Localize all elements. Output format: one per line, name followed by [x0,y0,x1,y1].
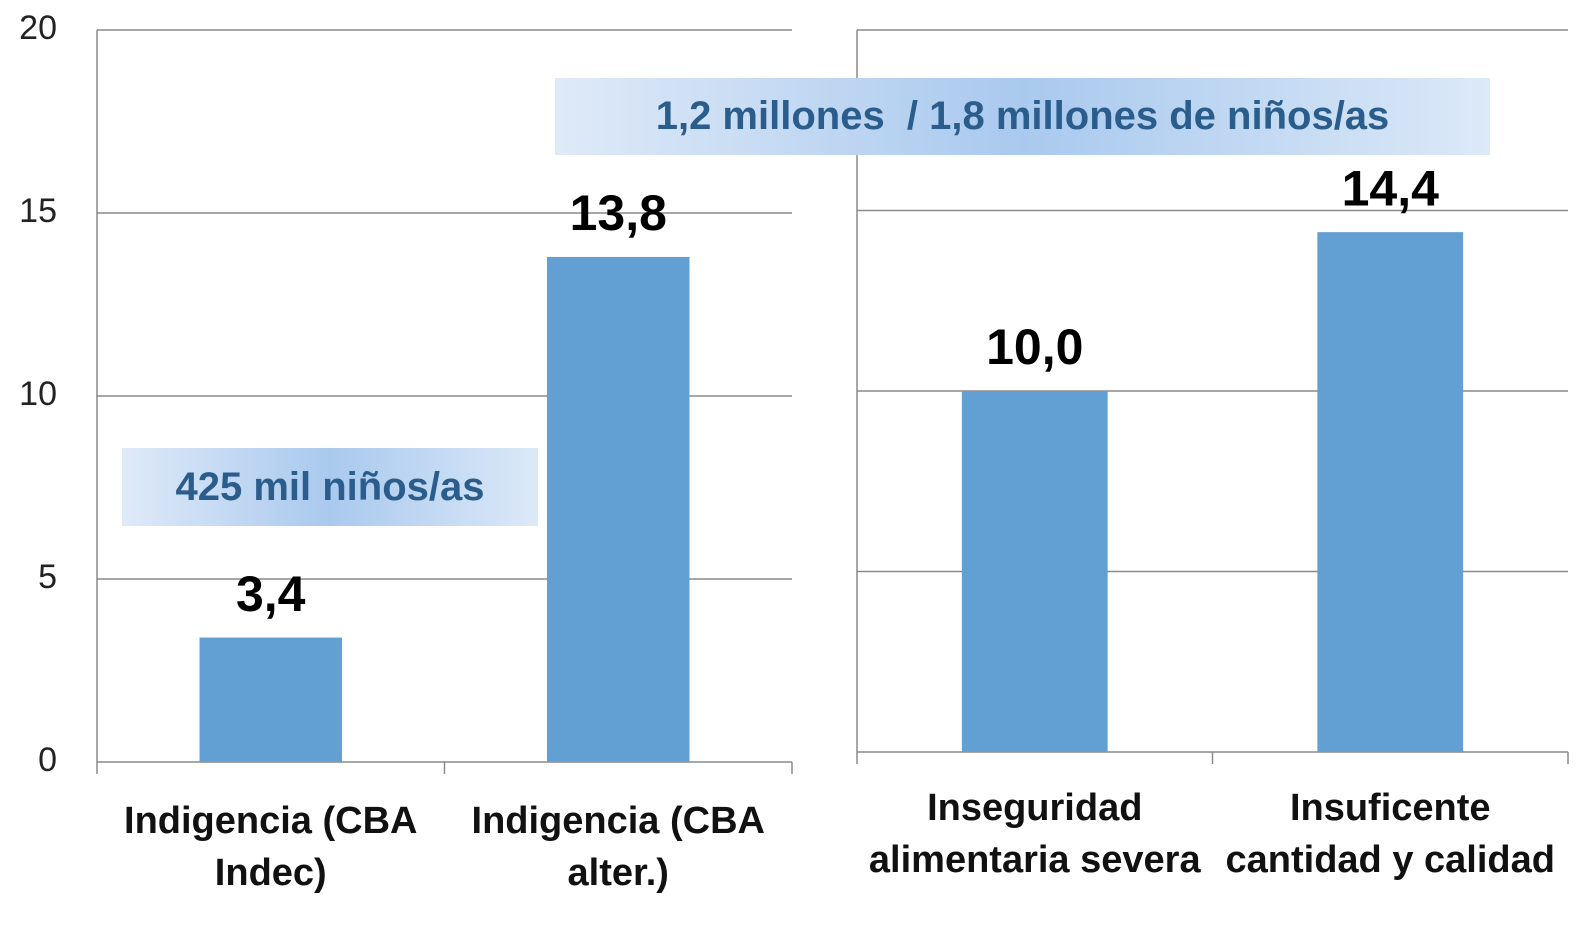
value-label: 13,8 [570,185,667,241]
x-tick-label: Inseguridad alimentaria severa [868,787,1201,881]
y-tick-label: 15 [19,192,57,230]
y-tick-label: 5 [38,558,57,596]
x-tick-label: Indigencia (CBA alter.) [471,800,776,894]
y-tick-label: 20 [19,9,57,47]
x-tick-label: Insuficente cantidad y calidad [1225,787,1555,881]
annotation: 425 mil niños/as [122,448,538,526]
y-tick-label: 0 [38,741,57,779]
bar [547,256,690,762]
bar [961,391,1108,752]
bar [199,637,342,762]
x-tick-label: Indigencia (CBA Indec) [124,800,429,894]
annotation: 1,2 millones / 1,8 millones de niños/as [555,78,1490,155]
value-label: 14,4 [1342,160,1440,216]
value-label: 3,4 [236,566,306,622]
value-label: 10,0 [986,319,1083,375]
y-tick-label: 10 [19,375,57,413]
bar [1317,232,1464,752]
